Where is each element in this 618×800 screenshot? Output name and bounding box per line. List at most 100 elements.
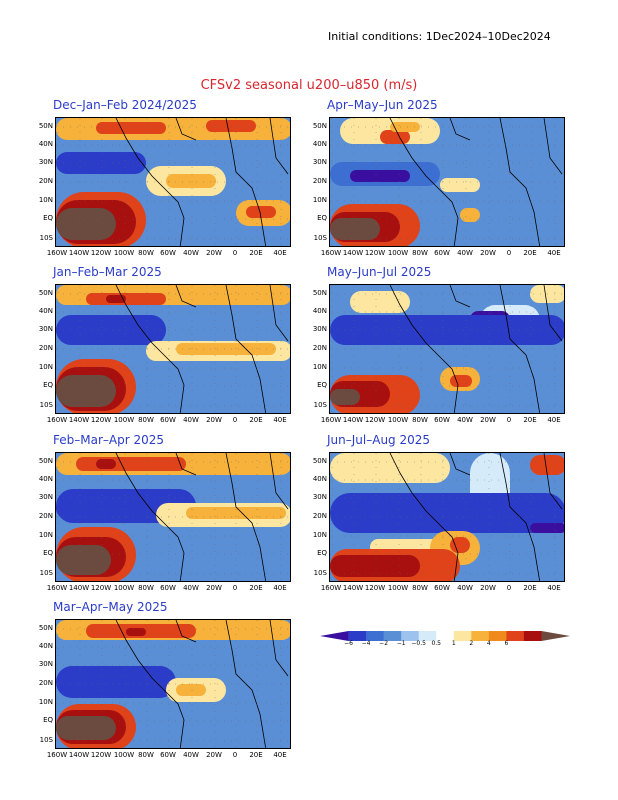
lon-label: 40E [547, 584, 561, 592]
panel-title: Jan–Feb–Mar 2025 [53, 265, 162, 279]
anomaly-region [246, 206, 276, 218]
lon-label: 20W [480, 416, 496, 424]
anomaly-region [76, 457, 186, 471]
colorbar-swatch [401, 631, 420, 641]
panel-title: Feb–Mar–Apr 2025 [53, 433, 164, 447]
lon-label: 160W [320, 249, 342, 257]
lat-label: 10S [313, 401, 327, 409]
lon-label: 0 [232, 249, 238, 257]
field-shading [56, 453, 290, 581]
lat-label: 20N [38, 679, 53, 687]
lon-axis: 160W 140W 120W 100W 80W 60W 40W 20W 0 20E 40E [321, 584, 565, 594]
colorbar-label: 0.5 [431, 640, 441, 647]
lon-label: 100W [387, 249, 409, 257]
lat-label: EQ [43, 549, 53, 557]
colorbar-label: 2 [469, 640, 474, 647]
lon-label: 140W [342, 249, 364, 257]
lon-label: 80W [412, 584, 428, 592]
anomaly-region [530, 523, 564, 533]
lat-label: 40N [38, 642, 53, 650]
lat-label: 10S [313, 569, 327, 577]
lat-label: 30N [38, 158, 53, 166]
field-shading [330, 453, 564, 581]
lon-label: 80W [138, 584, 154, 592]
lat-label: 30N [312, 325, 327, 333]
season-panel: May–Jun–Jul 2025 50N 40N 30N 20N 10N EQ 10S 160W… [313, 265, 565, 440]
lon-label: 20W [206, 416, 222, 424]
colorbar-label: −6 [344, 640, 353, 647]
field-shading [56, 285, 290, 413]
lon-label: 160W [46, 751, 68, 759]
lat-label: 50N [38, 624, 53, 632]
anomaly-region [56, 152, 146, 174]
colorbar-label: 6 [504, 640, 509, 647]
anomaly-region [56, 118, 290, 140]
lon-label: 120W [90, 584, 112, 592]
lon-label: 40W [183, 249, 199, 257]
season-panel: Apr–May–Jun 2025 50N 40N 30N 20N 10N EQ 10S 160W… [313, 98, 565, 273]
coastline [389, 118, 563, 246]
season-panel: Dec–Jan–Feb 2024/2025 50N 40N 30N 20N 10N EQ 10… [39, 98, 291, 273]
lon-label: 100W [113, 416, 135, 424]
lon-label: 0 [506, 584, 512, 592]
coastline [115, 620, 289, 748]
lat-label: 40N [38, 140, 53, 148]
lon-label: 160W [46, 249, 68, 257]
lon-label: 20E [249, 751, 263, 759]
lat-label: 50N [38, 457, 53, 465]
lon-label: 140W [342, 584, 364, 592]
lon-label: 20W [206, 584, 222, 592]
lat-label: 10S [39, 736, 53, 744]
lon-label: 60W [434, 249, 450, 257]
lat-label: 20N [38, 512, 53, 520]
anomaly-region [56, 315, 166, 345]
lat-label: EQ [317, 214, 327, 222]
lat-label: 10N [38, 363, 53, 371]
colorbar-swatch [541, 631, 570, 641]
lon-axis: 160W 140W 120W 100W 80W 60W 40W 20W 0 20E 40E [321, 416, 565, 426]
map-field [55, 619, 291, 749]
lon-label: 100W [113, 584, 135, 592]
lon-axis: 160W 140W 120W 100W 80W 60W 40W 20W 0 20E 40E [321, 249, 565, 259]
colorbar-swatch [453, 631, 472, 641]
lon-label: 40E [273, 416, 287, 424]
lon-label: 80W [412, 249, 428, 257]
lat-label: 10S [39, 401, 53, 409]
lon-axis: 160W 140W 120W 100W 80W 60W 40W 20W 0 20E 40E [47, 416, 291, 426]
map-field [55, 452, 291, 582]
lon-label: 160W [46, 416, 68, 424]
coastline [115, 453, 289, 581]
lon-label: 40W [457, 416, 473, 424]
lat-label: 10N [312, 363, 327, 371]
season-panel: Mar–Apr–May 2025 50N 40N 30N 20N 10N EQ 10S 160W… [39, 600, 291, 775]
anomaly-region [330, 389, 360, 405]
anomaly-region [96, 122, 166, 134]
lat-label: 20N [38, 177, 53, 185]
lon-label: 40E [273, 751, 287, 759]
lat-label: EQ [43, 716, 53, 724]
lat-label: EQ [317, 549, 327, 557]
lat-label: 40N [38, 307, 53, 315]
coastline [115, 118, 289, 246]
lon-label: 40W [183, 751, 199, 759]
lon-label: 0 [232, 416, 238, 424]
lat-label: EQ [43, 381, 53, 389]
anomaly-region [96, 459, 116, 469]
map-field [329, 452, 565, 582]
initial-conditions: Initial conditions: 1Dec2024–10Dec2024 [328, 30, 551, 43]
lon-label: 60W [434, 584, 450, 592]
colorbar: −6 −4 −2 −1 −0.5 0.5 1 2 4 6 [320, 627, 570, 651]
lon-label: 20E [523, 416, 537, 424]
anomaly-region [330, 493, 564, 533]
colorbar-label: 4 [486, 640, 491, 647]
lon-label: 20E [249, 416, 263, 424]
colorbar-swatch [320, 631, 349, 641]
map-field [329, 117, 565, 247]
lat-label: EQ [43, 214, 53, 222]
colorbar-label: 1 [451, 640, 456, 647]
lon-label: 60W [160, 751, 176, 759]
lon-label: 40E [547, 416, 561, 424]
colorbar-swatch [366, 631, 385, 641]
lon-label: 60W [160, 416, 176, 424]
colorbar-swatch [418, 631, 437, 641]
